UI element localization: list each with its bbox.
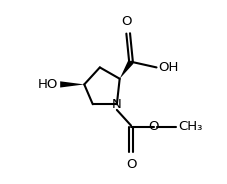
Text: HO: HO xyxy=(37,78,58,91)
Polygon shape xyxy=(60,81,84,88)
Text: O: O xyxy=(121,15,131,29)
Text: CH₃: CH₃ xyxy=(177,120,201,133)
Text: OH: OH xyxy=(158,61,178,74)
Text: O: O xyxy=(148,120,158,133)
Polygon shape xyxy=(119,60,133,79)
Text: O: O xyxy=(125,158,136,171)
Text: N: N xyxy=(111,98,121,111)
